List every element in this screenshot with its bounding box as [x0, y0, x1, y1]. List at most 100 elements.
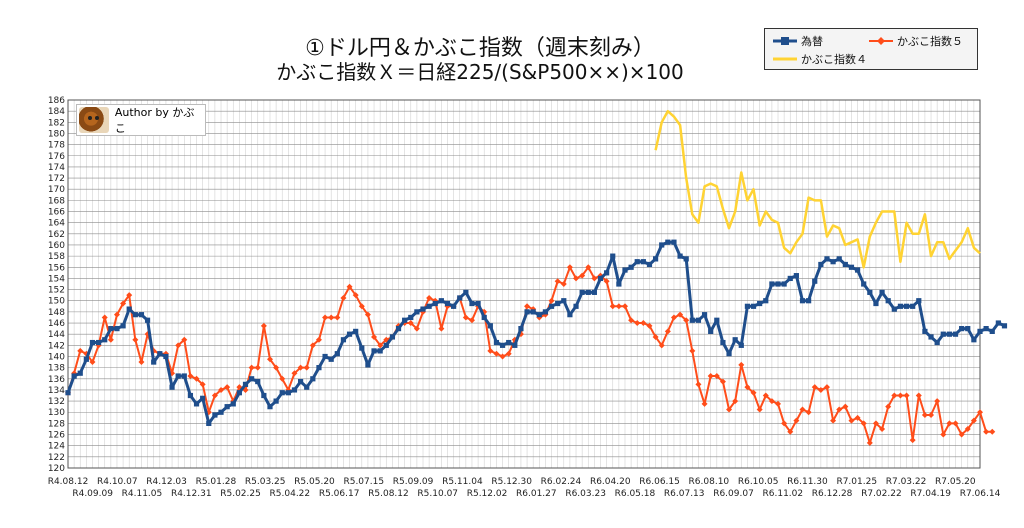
- fx-point: [604, 270, 610, 276]
- fx-point: [806, 298, 812, 304]
- fx-point: [616, 281, 622, 287]
- kabuko5-point: [377, 342, 384, 349]
- kabuko5-point: [940, 431, 947, 438]
- fx-point: [340, 337, 347, 343]
- kabuko5-point: [211, 392, 218, 399]
- fx-point: [230, 401, 236, 407]
- chart-title-line-2: かぶこ指数Ｘ＝日経225/(S&P500××)×100: [276, 60, 684, 84]
- kabuko5-point: [615, 303, 622, 310]
- kabuko5-point: [303, 364, 310, 371]
- kabuko5-point: [634, 320, 641, 327]
- kabuko5-point: [487, 347, 494, 354]
- kabuko5-point: [175, 342, 182, 349]
- fx-point: [493, 339, 500, 346]
- fx-point: [181, 373, 187, 379]
- fx-point: [787, 275, 793, 282]
- x-tick-label: R6.02.24: [541, 477, 582, 487]
- kabuko5-point: [224, 384, 231, 391]
- kabuko5-point: [787, 428, 794, 435]
- y-tick-label: 182: [48, 118, 65, 128]
- fx-point: [187, 392, 194, 399]
- fx-point: [322, 353, 328, 360]
- kabuko5-point: [701, 400, 708, 407]
- fx-point: [818, 261, 824, 268]
- fx-point: [885, 298, 891, 304]
- kabuko5-point: [371, 333, 378, 340]
- y-tick-label: 120: [48, 464, 65, 474]
- fx-point: [720, 339, 726, 346]
- kabuko5-point: [493, 350, 500, 357]
- fx-point: [903, 303, 910, 309]
- fx-point: [573, 303, 579, 309]
- fx-point: [273, 398, 279, 404]
- fx-point: [267, 404, 273, 410]
- y-tick-label: 186: [48, 96, 65, 106]
- kabuko5-point: [842, 403, 849, 410]
- kabuko5-point: [334, 314, 341, 321]
- fx-point: [989, 328, 995, 334]
- fx-point: [683, 256, 689, 262]
- fx-point: [677, 253, 683, 259]
- fx-point: [114, 326, 120, 332]
- fx-point: [108, 326, 114, 332]
- fx-point: [983, 326, 989, 332]
- kabuko5-point: [218, 386, 225, 393]
- fx-point: [793, 273, 799, 279]
- x-tick-label: R5.04.22: [270, 489, 311, 499]
- kabuko5-point: [909, 437, 916, 444]
- x-tick-label: R5.09.09: [393, 477, 434, 487]
- x-tick-label: R7.03.22: [886, 477, 927, 487]
- y-tick-label: 132: [48, 397, 65, 407]
- legend-label-fx: 為替: [801, 35, 823, 48]
- kabuko5-point: [315, 336, 322, 343]
- kabuko5-point: [848, 417, 855, 424]
- series-line-2: [654, 109, 981, 269]
- fx-point: [444, 300, 451, 307]
- kabuko5-point: [566, 264, 573, 271]
- fx-point: [628, 264, 634, 270]
- kabuko5-point: [328, 314, 335, 321]
- y-tick-label: 134: [48, 386, 65, 396]
- fx-point: [977, 328, 983, 334]
- fx-point: [371, 348, 377, 354]
- fx-point: [169, 384, 175, 390]
- kabuko5-point: [603, 278, 610, 285]
- fx-point: [879, 289, 885, 295]
- fx-point: [714, 317, 720, 323]
- y-tick-label: 138: [48, 364, 65, 374]
- fx-point: [438, 298, 444, 304]
- series-line-0: [66, 240, 1006, 425]
- fx-point: [891, 306, 897, 312]
- kabuko5-point: [646, 322, 653, 329]
- kabuko5-point: [915, 392, 922, 399]
- kabuko5-point: [677, 311, 684, 318]
- fx-point: [640, 259, 646, 265]
- fx-point: [316, 365, 322, 371]
- kabuko5-point: [879, 425, 886, 432]
- x-tick-label: R6.10.05: [738, 477, 779, 487]
- kabuko5-point: [891, 392, 898, 399]
- fx-point: [567, 312, 573, 318]
- fx-point: [83, 356, 89, 362]
- fx-point: [652, 256, 659, 262]
- kabuko5-point: [107, 336, 114, 343]
- kabuko5-point: [554, 278, 561, 285]
- kabuko5-point: [346, 283, 353, 290]
- fx-point: [824, 256, 830, 262]
- fx-point: [1001, 323, 1008, 329]
- kabuko5-point: [977, 409, 983, 416]
- x-tick-label: R4.11.05: [122, 489, 163, 499]
- fx-point: [524, 309, 530, 315]
- fx-point: [328, 356, 334, 362]
- x-tick-label: R5.01.28: [196, 477, 237, 487]
- x-tick-label: R4.12.03: [146, 477, 187, 487]
- fx-point: [487, 323, 493, 329]
- kabuko5-point: [811, 384, 818, 391]
- kabuko5-point: [713, 373, 720, 379]
- x-tick-label: R5.06.17: [319, 489, 360, 499]
- fx-point: [952, 331, 959, 337]
- fx-point: [940, 331, 946, 337]
- kabuko5-point: [187, 373, 194, 379]
- fx-point: [750, 303, 757, 309]
